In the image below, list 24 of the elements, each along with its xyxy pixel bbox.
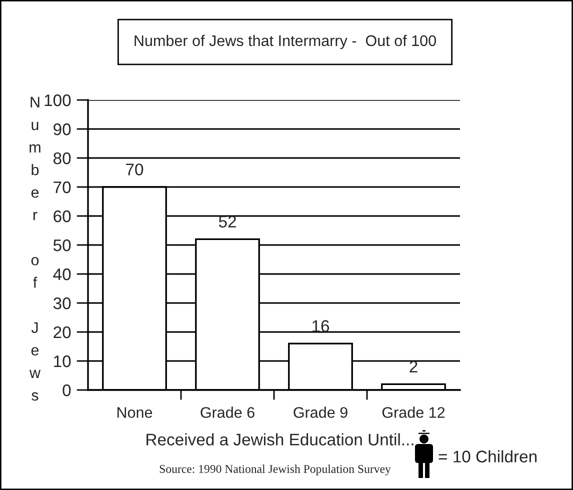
y-tick-label: 90 xyxy=(54,123,71,136)
text: = 10 Children xyxy=(438,450,537,462)
chart-title: Number of Jews that Intermarry - Out of 100 xyxy=(134,34,436,50)
x-tick-label: Grade 6 xyxy=(200,406,254,418)
x-tick-label: None xyxy=(117,407,152,418)
y-tick-label: 80 xyxy=(54,152,71,164)
x-axis-title: Received a Jewish Education Until... xyxy=(146,433,414,446)
y-tick-label: 40 xyxy=(53,268,71,280)
y-tick-label: 20 xyxy=(54,326,71,338)
data-label: 16 xyxy=(312,320,330,332)
y-tick-label: 10 xyxy=(54,355,71,368)
y-tick-label: 50 xyxy=(53,239,71,252)
y-tick-label: 30 xyxy=(53,297,71,310)
data-label: 2 xyxy=(410,360,418,372)
y-tick-label: 100 xyxy=(44,94,71,106)
y-tick-label: 0 xyxy=(62,384,71,396)
source-note: Source: 1990 National Jewish Population Survey xyxy=(160,464,391,476)
y-tick-label: 60 xyxy=(54,210,71,222)
text: Number of Jews xyxy=(29,96,41,401)
data-label: 52 xyxy=(218,216,236,228)
y-tick-label: 70 xyxy=(54,181,71,194)
x-tick-label: Grade 12 xyxy=(382,406,445,418)
x-tick-label: Grade 9 xyxy=(294,406,348,418)
data-label: 70 xyxy=(126,164,144,176)
